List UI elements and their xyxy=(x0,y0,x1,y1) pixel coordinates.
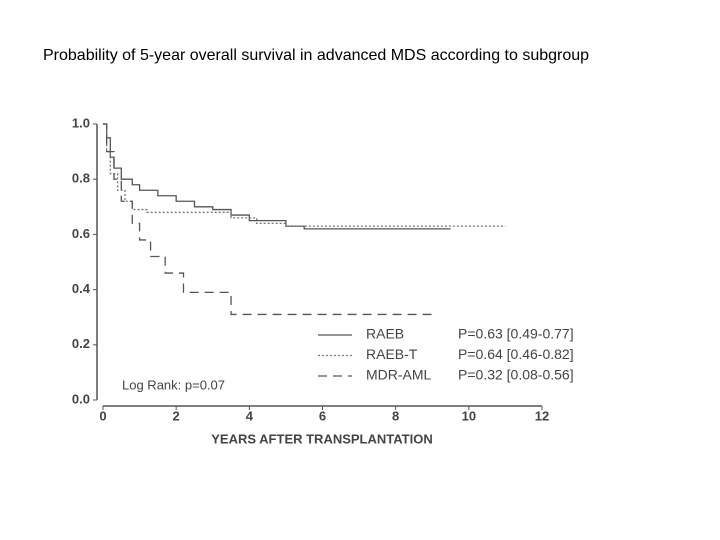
chart-title: Probability of 5-year overall survival i… xyxy=(43,47,590,64)
x-tick-label: 12 xyxy=(535,408,549,423)
legend-label: MDR-AML xyxy=(366,367,432,383)
legend-label: RAEB xyxy=(366,326,404,342)
x-axis-label: YEARS AFTER TRANSPLANTATION xyxy=(211,431,432,446)
x-tick-label: 2 xyxy=(173,408,180,423)
x-tick-label: 6 xyxy=(319,408,326,423)
y-tick-label: 0.0 xyxy=(72,391,90,406)
y-tick-label: 1.0 xyxy=(72,115,90,130)
legend-stat: P=0.64 [0.46-0.82] xyxy=(458,346,574,362)
survival-curve xyxy=(103,123,451,230)
legend-stat: P=0.63 [0.49-0.77] xyxy=(458,326,574,342)
legend-stat: P=0.32 [0.08-0.56] xyxy=(458,367,574,383)
y-tick-label: 0.6 xyxy=(72,226,90,241)
y-tick-label: 0.4 xyxy=(72,281,91,296)
x-tick-label: 4 xyxy=(246,408,254,423)
x-tick-label: 10 xyxy=(462,408,476,423)
x-tick-label: 0 xyxy=(99,408,106,423)
y-tick-label: 0.2 xyxy=(72,336,90,351)
y-tick-label: 0.8 xyxy=(72,171,90,186)
survival-curve xyxy=(103,123,506,227)
annotation: Log Rank: p=0.07 xyxy=(122,377,225,392)
survival-curve xyxy=(103,123,433,316)
x-tick-label: 8 xyxy=(392,408,399,423)
legend-label: RAEB-T xyxy=(366,346,418,362)
